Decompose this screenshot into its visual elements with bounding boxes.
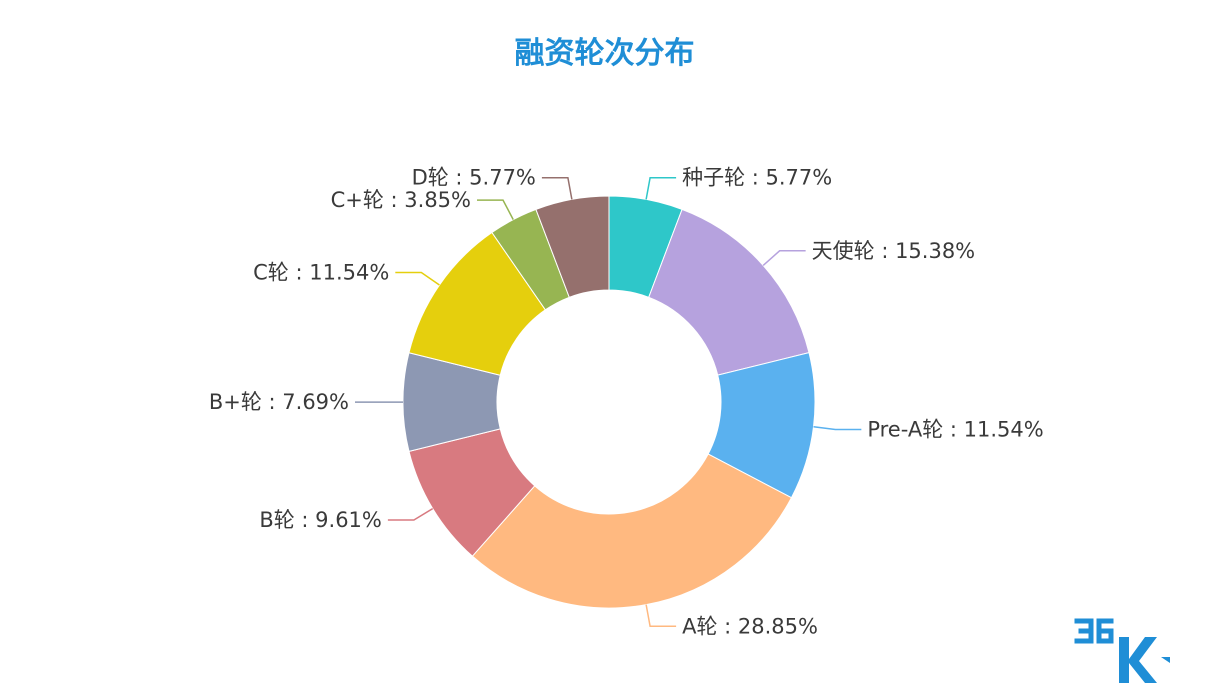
leader-line-C轮 (395, 271, 440, 286)
slice-label-天使轮: 天使轮 : 15.38% (812, 239, 976, 263)
slice-label-A轮: A轮 : 28.85% (682, 614, 818, 638)
slice-D轮[interactable] (535, 195, 610, 298)
slice-label-Pre-A轮: Pre-A轮 : 11.54% (867, 417, 1043, 441)
leader-line-天使轮 (762, 250, 806, 266)
slice-label-C轮: C轮 : 11.54% (253, 261, 389, 285)
leader-line-A轮 (645, 604, 677, 628)
slice-label-B+轮: B+轮 : 7.69% (209, 390, 349, 414)
chart-title: 融资轮次分布 (514, 36, 695, 71)
leader-line-Pre-A轮 (813, 426, 862, 431)
slice-A轮[interactable] (471, 453, 793, 609)
brand-logo (1074, 618, 1170, 683)
slice-label-B轮: B轮 : 9.61% (259, 508, 382, 532)
leader-line-B轮 (387, 507, 434, 521)
slice-label-C+轮: C+轮 : 3.85% (331, 188, 471, 212)
slice-label-D轮: D轮 : 5.77% (412, 166, 536, 190)
leader-line-D轮 (541, 176, 573, 200)
slice-label-种子轮: 种子轮 : 5.77% (682, 166, 832, 190)
leader-line-C+轮 (477, 199, 514, 220)
slice-天使轮[interactable] (648, 208, 810, 376)
leader-line-种子轮 (645, 176, 677, 200)
